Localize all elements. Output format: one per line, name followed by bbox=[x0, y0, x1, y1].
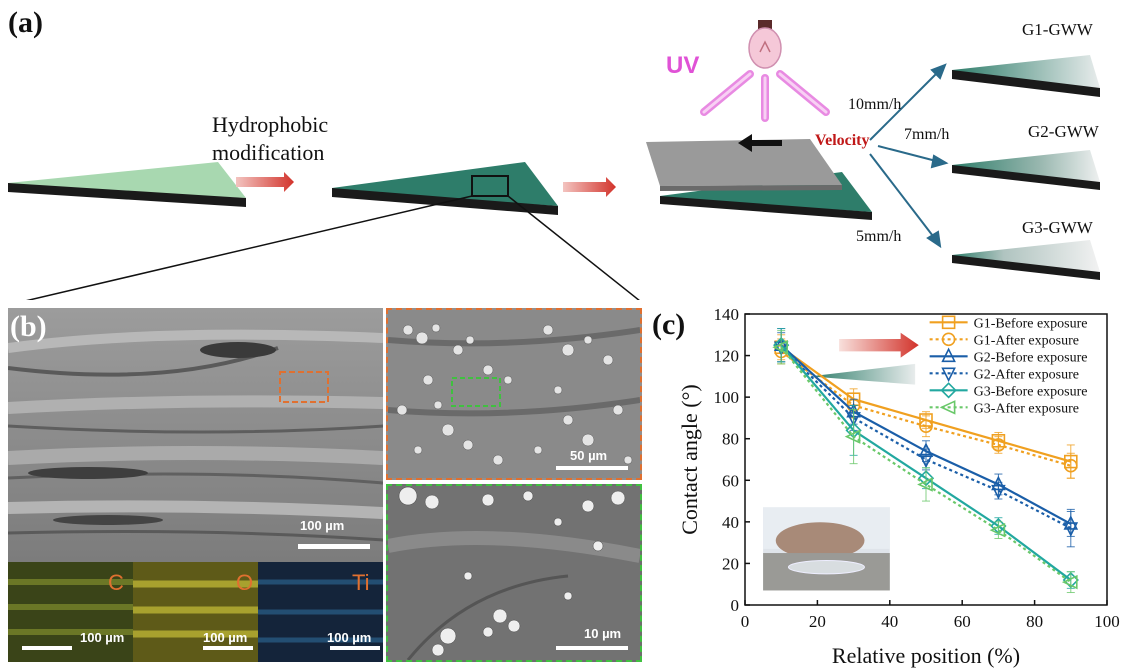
eds-map-ti bbox=[258, 562, 383, 662]
data-point bbox=[772, 340, 788, 355]
legend-marker bbox=[941, 347, 956, 363]
rate-label-1: 10mm/h bbox=[848, 96, 902, 113]
legend-label: G1-Before exposure bbox=[974, 316, 1088, 331]
inset-dish bbox=[787, 560, 865, 575]
step-label-line2: modification bbox=[212, 140, 325, 165]
uv-exposure-setup bbox=[646, 134, 872, 220]
legend-label: G3-After exposure bbox=[974, 401, 1079, 416]
uv-lamp-icon bbox=[748, 20, 782, 69]
uv-label: UV bbox=[666, 52, 700, 79]
eds-scale-ti: 100 µm bbox=[327, 630, 372, 645]
x-axis-label: Relative position (%) bbox=[832, 643, 1020, 668]
legend-label: G2-After exposure bbox=[974, 367, 1079, 382]
x-tick-label: 60 bbox=[954, 612, 971, 631]
legend-label: G1-After exposure bbox=[974, 333, 1079, 348]
data-point bbox=[1063, 458, 1078, 473]
data-point bbox=[1061, 574, 1078, 590]
legend-marker bbox=[941, 332, 956, 347]
x-tick-label: 80 bbox=[1026, 612, 1043, 631]
product-wedge-g2 bbox=[952, 150, 1100, 190]
product-wedge-g3 bbox=[952, 240, 1100, 280]
y-tick-label: 20 bbox=[722, 554, 739, 573]
step-label-line1: Hydrophobic bbox=[212, 112, 329, 137]
legend-marker bbox=[941, 367, 956, 383]
data-point bbox=[844, 429, 861, 444]
y-tick-label: 0 bbox=[731, 596, 740, 615]
y-tick-label: 100 bbox=[714, 388, 740, 407]
sem-mid-image bbox=[386, 308, 642, 480]
eds-map-o bbox=[133, 562, 258, 662]
legend-label: G3-Before exposure bbox=[974, 384, 1088, 399]
velocity-branch-arrows bbox=[869, 63, 949, 249]
velocity-label: Velocity bbox=[815, 132, 870, 149]
modified-wood-wedge bbox=[332, 162, 558, 215]
process-arrow-1 bbox=[236, 172, 294, 192]
untreated-wood-wedge bbox=[8, 162, 246, 207]
sem-main-image bbox=[8, 308, 383, 562]
y-tick-label: 120 bbox=[714, 347, 740, 366]
inset-tree bbox=[775, 522, 865, 559]
y-tick-label: 60 bbox=[722, 471, 739, 490]
sem-mid-scale-label: 50 µm bbox=[570, 448, 608, 463]
sem-zoom-scale-label: 10 µm bbox=[584, 626, 622, 641]
product-label-g2: G2-GWW bbox=[1028, 122, 1099, 141]
panel-a-label: (a) bbox=[8, 6, 43, 39]
process-arrow-2 bbox=[563, 177, 616, 197]
gradient-arrow-icon bbox=[839, 332, 919, 358]
x-tick-label: 40 bbox=[881, 612, 898, 631]
rate-label-2: 7mm/h bbox=[904, 126, 950, 143]
x-tick-label: 100 bbox=[1094, 612, 1120, 631]
x-tick-label: 20 bbox=[809, 612, 826, 631]
data-point bbox=[989, 522, 1006, 538]
plot-frame bbox=[744, 313, 1108, 606]
series-line-2 bbox=[780, 350, 1072, 467]
rate-label-3: 5mm/h bbox=[856, 228, 902, 245]
eds-map-c bbox=[8, 562, 133, 662]
x-tick-label: 0 bbox=[741, 612, 750, 631]
sem-zoom-image bbox=[386, 484, 642, 662]
series-line-4 bbox=[780, 346, 1072, 530]
y-tick-label: 40 bbox=[722, 513, 739, 532]
sem-main-texture bbox=[8, 308, 383, 562]
y-tick-label: 140 bbox=[714, 305, 740, 324]
schematic-svg bbox=[8, 20, 1100, 300]
panel-c-label: (c) bbox=[652, 308, 686, 341]
product-label-g3: G3-GWW bbox=[1022, 218, 1093, 237]
sem-main-scale-label: 100 µm bbox=[300, 518, 345, 533]
contact-angle-chart: 0 20 40 60 80 100 0 20 40 60 80 100 120 140 Relative p… bbox=[677, 305, 1120, 668]
uv-rays bbox=[700, 70, 830, 122]
eds-label-o: O bbox=[236, 570, 254, 595]
eds-label-ti: Ti bbox=[352, 570, 370, 595]
data-point bbox=[918, 453, 934, 469]
legend-marker bbox=[941, 315, 956, 330]
data-point bbox=[1063, 522, 1079, 537]
gradient-wedge-icon bbox=[810, 363, 916, 385]
data-point bbox=[991, 484, 1006, 500]
legend-label: G2-Before exposure bbox=[974, 350, 1088, 365]
data-point bbox=[917, 477, 933, 492]
legend-marker bbox=[939, 400, 956, 415]
eds-scale-o: 100 µm bbox=[203, 630, 248, 645]
legend-marker bbox=[940, 382, 957, 399]
panel-b-label: (b) bbox=[10, 310, 47, 343]
y-axis-label: Contact angle (°) bbox=[677, 384, 702, 535]
y-tick-label: 80 bbox=[722, 430, 739, 449]
eds-label-c: C bbox=[108, 570, 124, 595]
product-wedge-g1 bbox=[952, 55, 1100, 97]
data-point bbox=[991, 438, 1006, 452]
eds-scale-c: 100 µm bbox=[80, 630, 125, 645]
data-point bbox=[919, 419, 933, 434]
product-label-g1: G1-GWW bbox=[1022, 20, 1093, 39]
